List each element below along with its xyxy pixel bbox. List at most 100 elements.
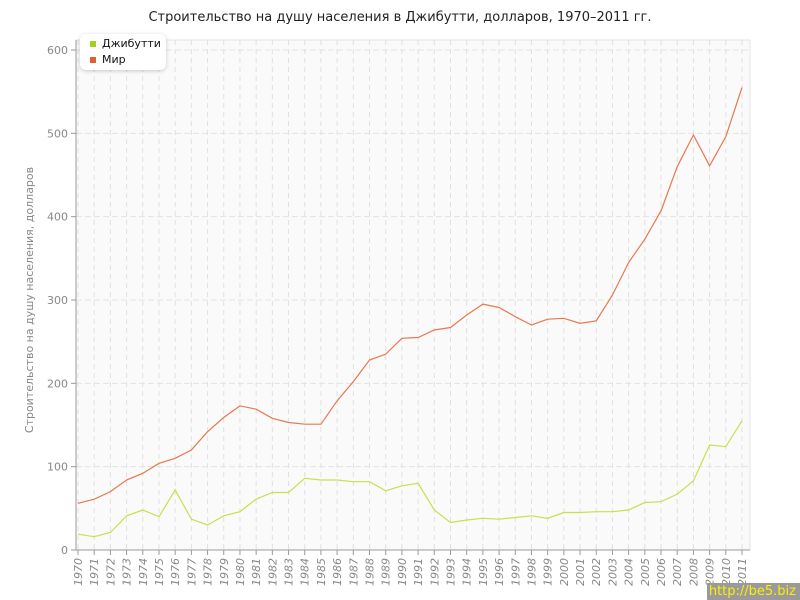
x-tick-label: 1973 — [121, 558, 134, 586]
data-point — [660, 500, 663, 503]
y-tick-label: 100 — [47, 461, 68, 474]
x-tick-label: 2009 — [704, 558, 717, 586]
data-point — [498, 518, 501, 521]
data-point — [287, 491, 290, 494]
data-point — [368, 480, 371, 483]
x-tick-label: 1995 — [477, 558, 490, 586]
chart-title: Строительство на душу населения в Джибут… — [148, 10, 652, 25]
x-tick-label: 1999 — [542, 558, 555, 586]
x-tick-label: 1975 — [153, 558, 166, 586]
x-tick-label: 1974 — [137, 558, 150, 586]
legend-item-djibouti[interactable]: Джибутти — [90, 37, 161, 50]
x-tick-label: 1981 — [250, 558, 263, 586]
data-point — [692, 134, 695, 137]
plot-area — [75, 39, 751, 551]
series-djibouti — [77, 419, 744, 538]
data-point — [206, 524, 209, 527]
data-point — [562, 511, 565, 514]
data-point — [449, 521, 452, 524]
x-tick-label: 1980 — [234, 558, 247, 586]
y-tick-label: 0 — [61, 544, 68, 557]
x-tick-label: 1993 — [444, 558, 457, 586]
x-tick-label: 1987 — [347, 558, 360, 586]
data-point — [741, 86, 744, 89]
y-tick-label: 400 — [47, 211, 68, 224]
data-point — [206, 430, 209, 433]
data-point — [611, 294, 614, 297]
data-point — [481, 517, 484, 520]
data-point — [93, 535, 96, 538]
data-point — [579, 511, 582, 514]
data-point — [611, 510, 614, 513]
data-point — [595, 319, 598, 322]
legend-swatch — [90, 56, 96, 63]
x-tick-label: 2000 — [558, 558, 571, 586]
x-tick-label: 1991 — [412, 558, 425, 586]
data-point — [141, 509, 144, 512]
data-point — [433, 509, 436, 512]
data-point — [627, 261, 630, 264]
data-point — [676, 165, 679, 168]
data-point — [287, 421, 290, 424]
data-point — [708, 444, 711, 447]
x-tick-label: 1998 — [525, 558, 538, 586]
x-tick-label: 1985 — [315, 558, 328, 586]
x-tick-label: 2001 — [574, 558, 587, 586]
data-point — [433, 329, 436, 332]
y-tick-label: 600 — [47, 44, 68, 57]
data-point — [498, 306, 501, 309]
x-tick-label: 1977 — [185, 558, 198, 586]
data-point — [352, 480, 355, 483]
data-point — [676, 493, 679, 496]
data-point — [93, 498, 96, 501]
data-point — [643, 238, 646, 241]
data-point — [255, 498, 258, 501]
x-tick-label: 2004 — [623, 558, 636, 586]
data-point — [77, 533, 80, 536]
data-point — [595, 510, 598, 513]
data-point — [530, 514, 533, 517]
x-tick-label: 2003 — [606, 558, 619, 586]
data-point — [741, 419, 744, 422]
data-point — [303, 423, 306, 426]
data-point — [319, 479, 322, 482]
data-point — [238, 404, 241, 407]
data-point — [174, 457, 177, 460]
data-point — [530, 324, 533, 327]
data-point — [514, 516, 517, 519]
y-tick-label: 300 — [47, 294, 68, 307]
data-point — [660, 209, 663, 212]
data-point — [77, 502, 80, 505]
x-tick-label: 1972 — [104, 558, 117, 586]
x-tick-label: 1970 — [72, 558, 85, 586]
data-point — [724, 445, 727, 448]
data-point — [449, 326, 452, 329]
series-line — [77, 420, 743, 538]
data-point — [643, 501, 646, 504]
data-point — [400, 337, 403, 340]
legend-swatch — [90, 40, 96, 47]
data-point — [481, 303, 484, 306]
x-tick-label: 1997 — [509, 558, 522, 586]
y-tick-label: 500 — [47, 127, 68, 140]
data-point — [465, 519, 468, 522]
data-point — [125, 479, 128, 482]
x-tick-label: 1978 — [202, 558, 215, 586]
data-point — [546, 318, 549, 321]
x-tick-label: 1996 — [493, 558, 506, 586]
data-point — [368, 359, 371, 362]
data-point — [336, 399, 339, 402]
data-point — [417, 336, 420, 339]
x-tick-label: 1986 — [331, 558, 344, 586]
data-point — [708, 164, 711, 167]
data-point — [238, 510, 241, 513]
data-point — [109, 531, 112, 534]
data-point — [109, 490, 112, 493]
data-point — [627, 509, 630, 512]
x-tick-label: 1982 — [266, 558, 279, 586]
x-tick-label: 2010 — [720, 558, 733, 586]
watermark-link[interactable]: http://be5.biz — [706, 583, 800, 600]
legend-item-world[interactable]: Мир — [90, 53, 126, 66]
data-point — [692, 479, 695, 482]
data-point — [400, 484, 403, 487]
